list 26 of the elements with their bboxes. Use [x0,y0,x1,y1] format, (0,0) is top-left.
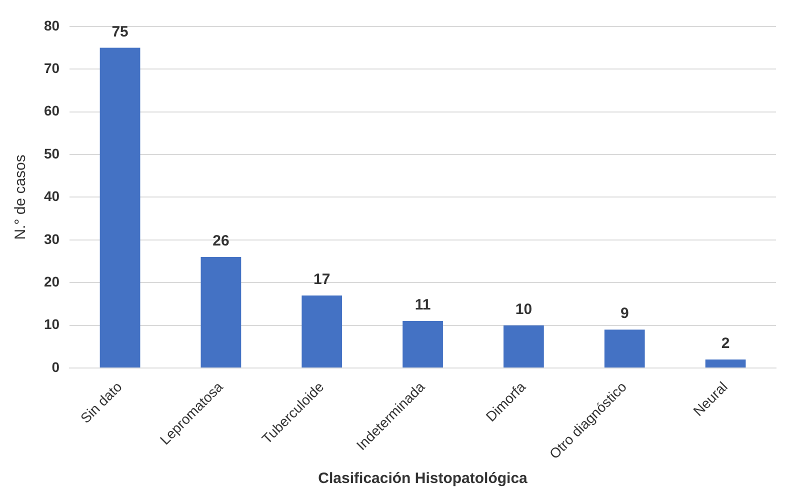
data-label: 11 [414,296,431,314]
bar [504,325,544,368]
y-axis-title: N.° de casos [12,154,30,240]
y-tick-label: 80 [44,17,60,34]
y-tick-label: 50 [44,145,60,162]
bar [402,321,443,368]
y-tick-label: 30 [44,230,60,247]
data-label: 10 [515,300,532,318]
data-label: 75 [112,23,128,40]
bar [302,295,342,368]
data-label: 26 [212,232,230,250]
x-axis-title: Clasificación Histopatológica [318,470,528,488]
bar [604,330,645,368]
y-tick-label: 60 [44,102,60,119]
data-label: 17 [314,271,330,288]
data-label: 2 [721,335,730,352]
y-tick-label: 10 [44,316,60,332]
y-tick-label: 0 [52,358,60,375]
y-tick-label: 40 [44,188,60,204]
data-label: 9 [620,305,629,322]
x-tick-label: Sin dato [77,378,126,426]
y-tick-label: 20 [44,273,60,290]
y-tick-label: 70 [44,60,60,76]
bar [100,48,140,368]
bar [200,257,242,368]
bar [705,359,746,368]
